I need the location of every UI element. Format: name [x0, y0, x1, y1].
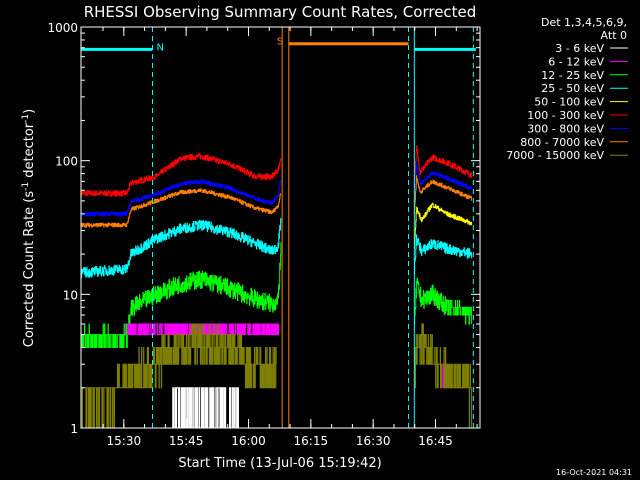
series-6-seg1 [81, 242, 282, 348]
series-8-seg2 [414, 323, 473, 428]
legend-label-2: 6 - 12 keV [548, 55, 604, 68]
y-tick-label: 1000 [47, 21, 78, 35]
x-axis-label: Start Time (13-Jul-06 15:19:42) [178, 456, 381, 471]
series-8-seg1 [81, 323, 277, 428]
legend-label-4: 25 - 50 keV [541, 82, 604, 95]
x-tick-label: 15:30 [107, 434, 142, 448]
x-tick-label: 16:30 [356, 434, 391, 448]
y-tick-label: 1 [70, 422, 78, 436]
legend-label-9: 7000 - 15000 keV [506, 149, 604, 162]
legend-label-7: 300 - 800 keV [527, 122, 604, 135]
series-1 [81, 145, 473, 197]
series-3-seg2 [414, 175, 473, 215]
series-1-seg2 [414, 145, 473, 189]
series-8 [81, 323, 473, 428]
footer-date: 16-Oct-2021 04:31 [556, 468, 632, 477]
series-4 [414, 202, 473, 250]
y-tick-label: 100 [55, 155, 78, 169]
plot-axes: 1 10 100 1000 15:30 15:45 16:00 16:15 16:30 16:45 [47, 21, 481, 448]
x-tick-label: 16:00 [231, 434, 266, 448]
y-axis-label: Corrected Count Rate (s-1 detector-1) [21, 109, 37, 347]
series-5-seg1 [81, 218, 282, 279]
series-5-seg2 [414, 234, 473, 276]
series-2-seg2 [414, 162, 473, 204]
legend-label-1: 3 - 6 keV [555, 42, 604, 55]
x-tick-label: 16:15 [294, 434, 329, 448]
detector-info-line1: Det 1,3,4,5,6,9, [541, 16, 627, 29]
plot-frame [80, 26, 481, 429]
series-9 [172, 387, 239, 428]
series-3-seg1 [81, 188, 282, 228]
plot-area [81, 27, 476, 428]
flag-label-1: N [156, 42, 163, 53]
x-tick-label: 16:45 [418, 434, 453, 448]
flag-label-2: S [277, 37, 283, 48]
chart-title: RHESSI Observing Summary Count Rates, Co… [84, 3, 477, 21]
series-6-seg2 [414, 277, 473, 325]
series-2 [81, 162, 473, 217]
series-1-seg1 [81, 153, 282, 197]
detector-info-line2: Att 0 [601, 29, 627, 42]
legend-label-5: 50 - 100 keV [534, 96, 604, 109]
legend-label-6: 100 - 300 keV [527, 109, 604, 122]
series-4-seg2 [414, 202, 473, 250]
series-2-seg1 [81, 179, 282, 217]
series-3 [81, 175, 473, 228]
series-5 [81, 218, 473, 279]
series-6 [81, 242, 473, 348]
y-tick-label: 10 [63, 288, 78, 302]
x-tick-label: 15:45 [169, 434, 204, 448]
legend-label-8: 800 - 7000 keV [520, 136, 604, 149]
legend-label-3: 12 - 25 keV [541, 69, 604, 82]
series-9-seg1 [172, 387, 239, 428]
